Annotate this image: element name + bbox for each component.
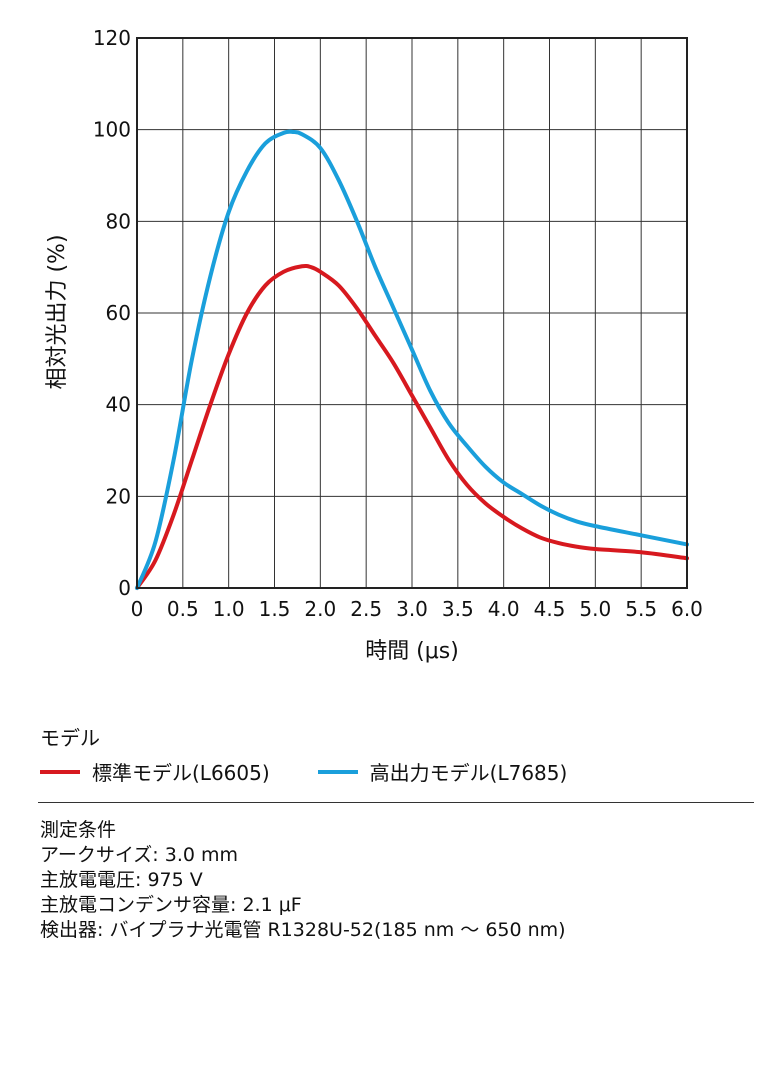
series-layer bbox=[135, 129, 689, 590]
light-output-chart: 0 0.5 1.0 1.5 2.0 2.5 3.0 3.5 4.0 4.5 5.0 5.5 6.0 0 2… bbox=[45, 26, 703, 664]
legend-label-high-output: 高出力モデル(L7685) bbox=[369, 761, 568, 785]
condition-capacitance: 主放電コンデンサ容量: 2.1 μF bbox=[40, 894, 302, 916]
x-tick-label-0: 0 bbox=[131, 597, 144, 621]
y-tick-label-4: 80 bbox=[106, 209, 131, 233]
x-tick-label-4: 2.0 bbox=[304, 597, 336, 621]
legend-item-high-output: 高出力モデル(L7685) bbox=[317, 757, 568, 786]
y-tick-label-3: 60 bbox=[106, 301, 131, 325]
x-tick-label-7: 3.5 bbox=[442, 597, 474, 621]
series-line-high-output bbox=[135, 129, 689, 590]
y-tick-label-1: 20 bbox=[106, 484, 131, 508]
legend-row: 標準モデル(L6605) 高出力モデル(L7685) bbox=[40, 757, 615, 786]
legend-swatch-standard bbox=[40, 769, 80, 774]
legend-label-standard: 標準モデル(L6605) bbox=[92, 761, 270, 785]
series-line-standard bbox=[135, 263, 689, 590]
conditions-title: 測定条件 bbox=[40, 819, 117, 841]
y-tick-labels: 0 20 40 60 80 100 120 bbox=[93, 26, 131, 600]
x-tick-label-1: 0.5 bbox=[167, 597, 199, 621]
y-axis-title: 相対光出力 (%) bbox=[45, 234, 70, 389]
y-tick-label-5: 100 bbox=[93, 118, 131, 142]
measurement-conditions: 測定条件 アークサイズ: 3.0 mm 主放電電圧: 975 V 主放電コンデン… bbox=[40, 818, 566, 943]
x-tick-label-8: 4.0 bbox=[488, 597, 520, 621]
x-tick-label-10: 5.0 bbox=[579, 597, 611, 621]
legend-item-standard: 標準モデル(L6605) bbox=[40, 757, 270, 786]
plot-frame bbox=[136, 37, 688, 589]
legend: モデル 標準モデル(L6605) 高出力モデル(L7685) bbox=[40, 722, 615, 786]
x-axis-title: 時間 (μs) bbox=[365, 639, 459, 664]
divider bbox=[38, 802, 754, 803]
legend-title: モデル bbox=[40, 726, 100, 750]
y-tick-label-6: 120 bbox=[93, 26, 131, 50]
x-tick-label-3: 1.5 bbox=[259, 597, 291, 621]
y-tick-label-0: 0 bbox=[118, 576, 131, 600]
x-tick-label-9: 4.5 bbox=[534, 597, 566, 621]
x-tick-label-12: 6.0 bbox=[671, 597, 703, 621]
grid-lines bbox=[136, 37, 688, 589]
x-tick-label-2: 1.0 bbox=[213, 597, 245, 621]
condition-detector: 検出器: バイプラナ光電管 R1328U-52(185 nm 〜 650 nm) bbox=[40, 919, 566, 941]
x-tick-label-11: 5.5 bbox=[625, 597, 657, 621]
x-tick-label-5: 2.5 bbox=[350, 597, 382, 621]
x-tick-labels: 0 0.5 1.0 1.5 2.0 2.5 3.0 3.5 4.0 4.5 5.0 5.5 6.0 bbox=[131, 597, 703, 621]
y-tick-label-2: 40 bbox=[106, 393, 131, 417]
x-tick-label-6: 3.0 bbox=[396, 597, 428, 621]
condition-arc-size: アークサイズ: 3.0 mm bbox=[40, 844, 239, 866]
condition-main-voltage: 主放電電圧: 975 V bbox=[40, 869, 203, 891]
legend-swatch-high-output bbox=[317, 769, 358, 774]
